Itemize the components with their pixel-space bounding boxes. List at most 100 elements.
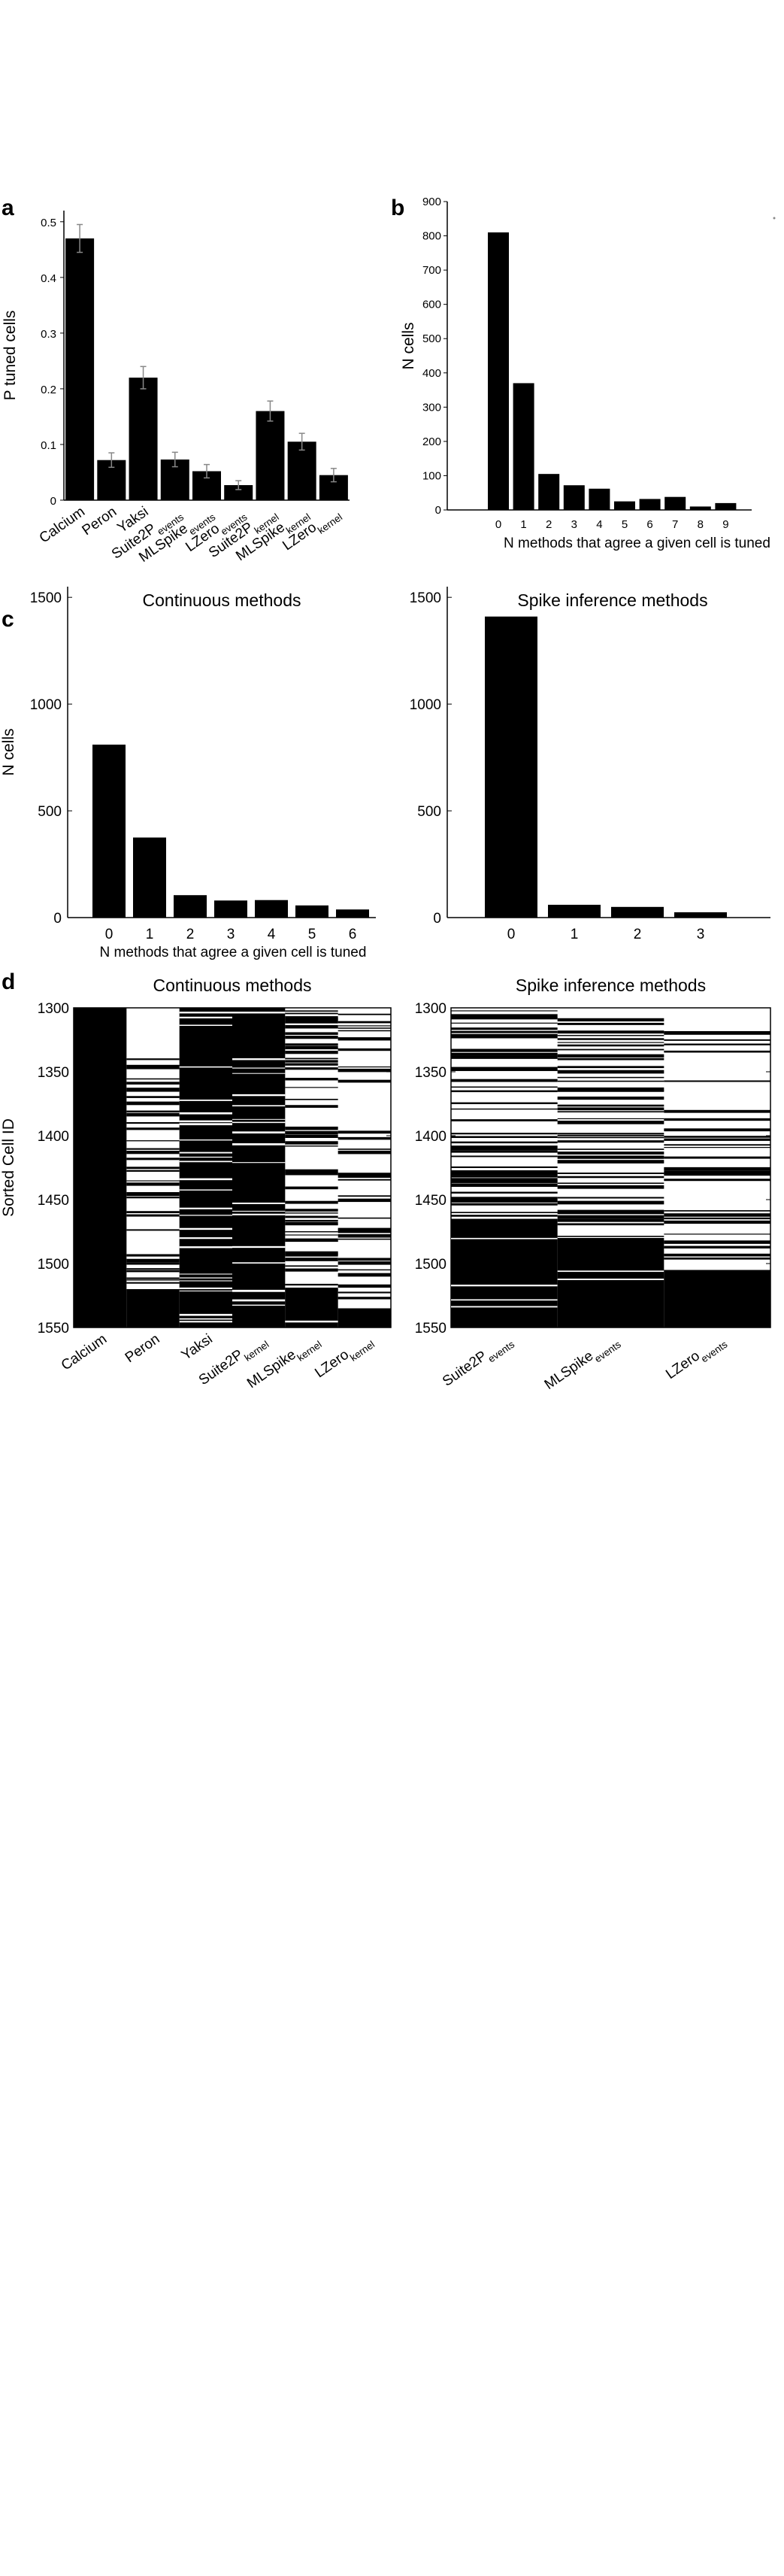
panel-label-a: a	[2, 196, 14, 220]
heatmap-stripe	[126, 1078, 180, 1080]
bar	[548, 904, 601, 918]
heatmap-stripe	[285, 1067, 338, 1070]
chart-b: 0 100 200 300 400 500 600 700 800 900 0 1 2 3 4 5 6 7 8 9 N …	[400, 196, 776, 551]
heatmap-stripe	[285, 1098, 338, 1100]
y-tick-label: 0.1	[41, 439, 56, 452]
heatmap-gap	[179, 1207, 232, 1209]
heatmap-stripe	[338, 1179, 391, 1181]
x-tick-label: 3	[571, 518, 577, 531]
heatmap-gap	[179, 1123, 232, 1126]
heatmap-gap	[232, 1246, 286, 1249]
bar	[65, 238, 95, 500]
y-tick-label: 1350	[415, 1065, 446, 1081]
x-tick-label: 1	[520, 518, 526, 531]
heatmap-gap	[232, 1304, 286, 1306]
heatmap-block	[179, 1008, 232, 1327]
x-tick-label-sub: kernel	[316, 511, 344, 536]
y-tick-label: 1000	[410, 697, 441, 713]
heatmap-stripe	[557, 1173, 664, 1175]
heatmap-gap	[179, 1012, 232, 1014]
heatmap-gap	[179, 1189, 232, 1191]
heatmap-stripe	[285, 1231, 338, 1233]
column-label-main: MLSpike	[542, 1348, 597, 1393]
x-tick-label: 9	[722, 518, 728, 531]
heatmap-stripe	[126, 1064, 180, 1068]
heatmap-stripe	[126, 1279, 180, 1281]
bar	[488, 232, 509, 510]
y-tick-label: 1450	[415, 1193, 446, 1209]
heatmap-stripe	[285, 1043, 338, 1046]
y-tick-label: 0	[50, 495, 56, 508]
heatmap-stripe	[664, 1156, 770, 1159]
heatmap-stripe	[126, 1151, 180, 1154]
heatmap-stripe	[126, 1158, 180, 1161]
heatmap-stripe	[451, 1055, 558, 1059]
heatmap-gap	[232, 1067, 286, 1069]
column-label-main: Calcium	[59, 1331, 110, 1374]
heatmap-stripe	[285, 1057, 338, 1060]
x-tick-label: 2	[186, 927, 195, 942]
heatmap-stripe	[126, 1067, 180, 1070]
heatmap-stripe	[451, 1166, 558, 1168]
heatmap-stripe	[126, 1214, 180, 1217]
column-label-main: Yaksi	[179, 1331, 216, 1364]
heatmap-gap	[232, 1289, 286, 1292]
heatmap-stripe	[338, 1200, 391, 1203]
heatmap-stripe	[126, 1101, 180, 1106]
heatmap-stripe	[338, 1195, 391, 1197]
y-tick-label: 1400	[415, 1129, 446, 1145]
heatmap-stripe	[285, 1012, 338, 1015]
heatmap-stripe	[285, 1215, 338, 1218]
heatmap-block	[557, 1238, 664, 1327]
y-tick-label: 200	[422, 435, 441, 448]
heatmap-stripe	[285, 1212, 338, 1214]
heatmap-stripe	[285, 1024, 338, 1029]
heatmap-stripe	[557, 1197, 664, 1199]
heatmap-stripe	[557, 1134, 664, 1136]
heatmap-stripe	[338, 1258, 391, 1261]
heatmap-stripe	[557, 1111, 664, 1113]
heatmap-stripe	[664, 1170, 770, 1174]
heatmap-stripe	[451, 1086, 558, 1088]
heatmap-stripe	[664, 1257, 770, 1260]
x-tick-label-main: Peron	[80, 504, 120, 539]
heatmap-stripe	[126, 1096, 180, 1098]
heatmap-stripe	[126, 1082, 180, 1085]
heatmap-stripe	[664, 1080, 770, 1082]
heatmap-stripe	[285, 1234, 338, 1236]
bar	[639, 499, 661, 510]
heatmap-stripe	[557, 1176, 664, 1179]
y-tick-label: 1500	[410, 590, 441, 606]
y-tick-label: 0.5	[41, 217, 56, 229]
heatmap-stripe	[557, 1160, 664, 1164]
heatmap-stripe	[338, 1021, 391, 1024]
x-tick-label: 5	[622, 518, 628, 531]
heatmap-stripe	[338, 1130, 391, 1134]
heatmap-stripe	[557, 1148, 664, 1150]
y-tick-label: 1300	[415, 1001, 446, 1017]
heatmap-stripe	[664, 1179, 770, 1182]
bar	[485, 616, 537, 918]
heatmap-stripe	[557, 1107, 664, 1111]
heatmap-stripe	[338, 1037, 391, 1041]
chart-title: Continuous methods	[153, 975, 312, 995]
heatmap-stripe	[126, 1282, 180, 1284]
heatmap-stripe	[451, 1197, 558, 1200]
column-label: Peron	[123, 1331, 163, 1366]
column-label: LZerokernel	[312, 1331, 377, 1385]
heatmap-stripe	[338, 1030, 391, 1032]
heatmap-gap	[451, 1299, 558, 1301]
heatmap-stripe	[285, 1258, 338, 1261]
heatmap-stripe	[664, 1147, 770, 1148]
heatmap-stripe	[557, 1121, 664, 1124]
bar	[563, 485, 585, 510]
heatmap-stripe	[338, 1297, 391, 1300]
heatmap-stripe	[557, 1136, 664, 1139]
heatmap-stripe	[451, 1155, 558, 1158]
heatmap-stripe	[451, 1033, 558, 1038]
heatmap-stripe	[557, 1218, 664, 1222]
heatmap-stripe	[451, 1036, 558, 1039]
heatmap-stripe	[451, 1212, 558, 1213]
heatmap-stripe	[338, 1284, 391, 1288]
heatmap-gap	[285, 1320, 338, 1323]
